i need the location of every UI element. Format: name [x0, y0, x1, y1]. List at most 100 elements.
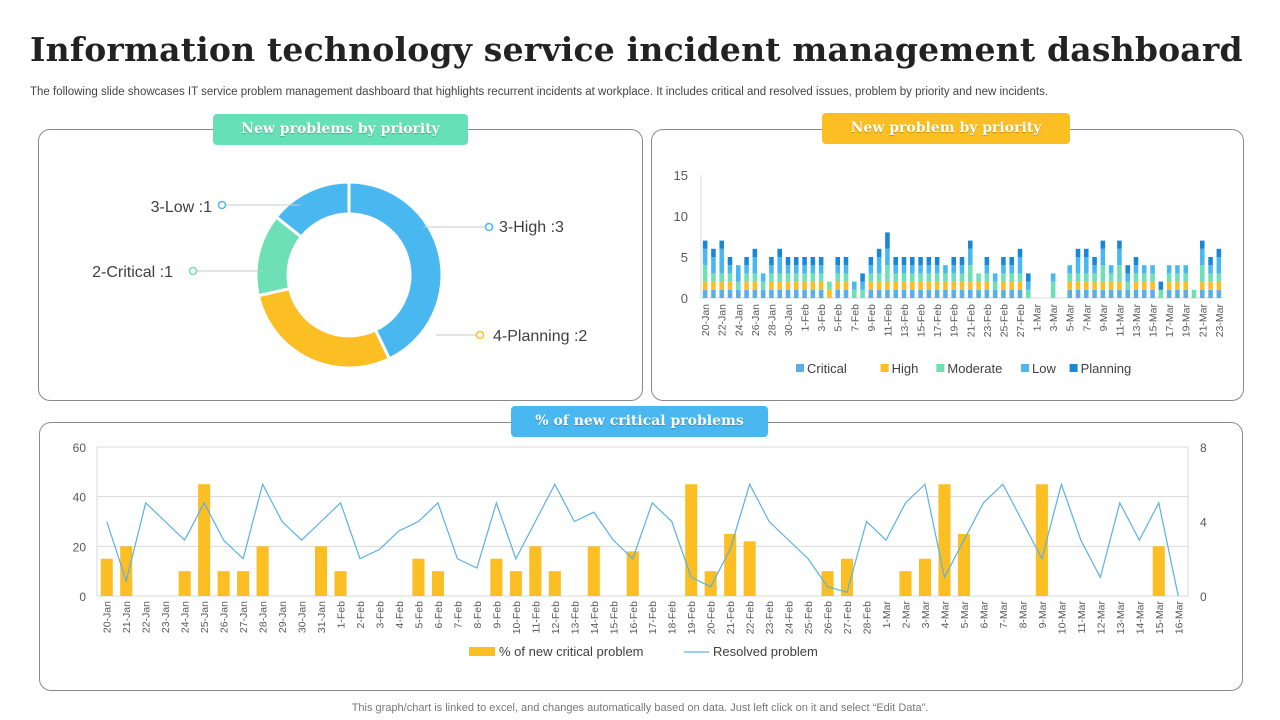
x-tick-label: 9-Mar	[1037, 600, 1049, 628]
legend-label-low: Low	[1032, 361, 1056, 376]
bar-moderate	[1200, 265, 1205, 282]
stacked-panel	[651, 129, 1244, 401]
bar-low	[736, 265, 741, 282]
bar-planning	[1133, 257, 1139, 266]
bar-high	[835, 281, 840, 290]
x-tick-label: 21-Mar	[1197, 304, 1209, 338]
legend-swatch-critical-problem	[469, 647, 495, 656]
bar-high	[934, 281, 940, 290]
bar-low	[818, 265, 824, 274]
bar-critical	[943, 289, 948, 298]
bar-high	[1075, 281, 1081, 290]
bar-critical	[1075, 289, 1081, 298]
bar-critical	[984, 289, 990, 298]
x-tick-label: 26-Feb	[823, 601, 835, 634]
x-tick-label: 21-Feb	[965, 304, 977, 337]
bar-planning	[1117, 240, 1122, 249]
donut-label-dot	[188, 266, 198, 276]
bar-high	[1183, 281, 1188, 290]
x-tick-label: 23-Feb	[764, 601, 776, 634]
x-tick-label: 3-Mar	[920, 600, 932, 628]
bar-critical	[1133, 289, 1139, 298]
x-tick-label: 26-Jan	[750, 304, 762, 336]
x-tick-label: 19-Feb	[686, 601, 698, 634]
bar-moderate	[1191, 289, 1197, 298]
x-tick-label: 25-Feb	[998, 304, 1010, 337]
x-tick-label: 14-Feb	[589, 601, 601, 634]
bar-high	[968, 281, 973, 290]
x-tick-label: 20-Jan	[700, 304, 712, 336]
bar-low	[769, 265, 774, 274]
donut-chart[interactable]: 3-High :3 4-Planning :2 2-Critical :1 3-Low…	[38, 129, 641, 399]
bar-moderate	[1158, 289, 1164, 298]
bar-critical	[744, 289, 749, 298]
bar-moderate	[1050, 281, 1056, 298]
legend-swatch-moderate	[936, 364, 945, 372]
bar-moderate	[901, 273, 907, 282]
bar-critical	[1200, 289, 1205, 298]
x-tick-label: 1-Feb	[336, 601, 348, 629]
bar-moderate	[1216, 273, 1222, 282]
bar-low	[893, 265, 898, 274]
bar-moderate	[843, 273, 849, 282]
y-right-tick-label: 4	[1200, 516, 1207, 530]
x-tick-label: 17-Feb	[932, 304, 944, 337]
bar-low	[1108, 265, 1114, 274]
bar-planning	[918, 257, 923, 266]
critical-combo-chart[interactable]: 0 20 40 60 0 4 8 20-Jan 21-Jan 22-Jan 23-Jan 24-Jan…	[39, 422, 1241, 689]
x-tick-label: 11-Mar	[1076, 601, 1088, 634]
bar-low	[926, 265, 932, 274]
bar-low	[1100, 248, 1106, 266]
bar-moderate	[810, 273, 816, 282]
bar-critical	[926, 289, 932, 298]
critical-bar	[217, 571, 230, 596]
x-tick-label: 7-Feb	[849, 304, 861, 332]
bar-planning	[934, 257, 940, 266]
bar-high	[1200, 281, 1205, 290]
x-tick-label: 27-Feb	[842, 601, 854, 634]
donut-label: 4-Planning :2	[493, 328, 587, 345]
bar-critical	[893, 289, 898, 298]
bar-moderate	[1183, 273, 1188, 282]
donut-label: 3-High :3	[499, 219, 564, 236]
critical-bar	[743, 541, 756, 596]
bar-low	[843, 265, 849, 274]
x-tick-label: 17-Feb	[647, 601, 659, 634]
bar-planning	[777, 248, 782, 257]
bar-critical	[1084, 289, 1089, 298]
bar-low	[852, 281, 857, 290]
bar-critical	[702, 289, 708, 298]
bar-low	[959, 265, 965, 274]
bar-low	[794, 265, 799, 274]
x-tick-label: 10-Feb	[511, 601, 523, 634]
bar-low	[744, 265, 749, 274]
bar-planning	[1084, 248, 1089, 257]
x-tick-label: 13-Mar	[1131, 304, 1143, 338]
bar-low	[802, 265, 807, 274]
legend-label-critical-problem: % of new critical problem	[499, 644, 644, 659]
critical-bar	[587, 546, 600, 596]
donut-panel-title: New problems by priority	[213, 114, 468, 145]
critical-bar	[120, 546, 133, 596]
bar-high	[959, 281, 965, 290]
x-tick-label: 22-Jan	[717, 304, 729, 336]
bar-planning	[1026, 273, 1031, 282]
critical-bar	[509, 571, 522, 596]
bar-low	[1133, 265, 1139, 274]
stacked-bar-chart[interactable]: 0 5 10 15 20-Jan 22-Jan 24-Jan 26-Jan 28-Jan 30-J…	[651, 129, 1242, 399]
bar-low	[901, 265, 907, 274]
bar-critical	[1150, 289, 1155, 298]
bar-high	[943, 281, 948, 290]
critical-bar	[918, 558, 932, 596]
bar-planning	[984, 257, 990, 266]
bar-planning	[1017, 248, 1023, 257]
bar-low	[1026, 281, 1031, 290]
x-tick-label: 11-Feb	[882, 304, 894, 337]
bar-moderate	[727, 273, 733, 282]
bar-critical	[934, 289, 940, 298]
bar-planning	[1075, 248, 1081, 257]
x-tick-label: 21-Feb	[725, 601, 737, 634]
bar-moderate	[1067, 273, 1072, 282]
bar-high	[1216, 281, 1222, 290]
bar-moderate	[976, 273, 981, 282]
